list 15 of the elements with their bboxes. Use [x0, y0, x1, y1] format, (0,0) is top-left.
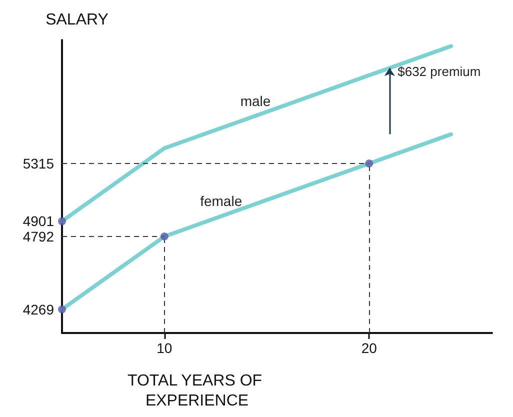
point [58, 305, 66, 314]
y-tick-label: 4901 [22, 213, 54, 230]
point [365, 159, 374, 168]
series-label: male [240, 92, 271, 109]
y-tick-label: 4792 [22, 228, 54, 244]
x-tick-label: 10 [156, 340, 172, 356]
x-axis-title: TOTAL YEARS OF EXPERIENCE [128, 372, 266, 410]
annotation: $632 premium [398, 64, 481, 80]
x-tick-label: 20 [361, 340, 378, 356]
y-tick-label: 4269 [22, 301, 54, 318]
series-label: female [200, 193, 242, 210]
point [58, 217, 66, 226]
y-axis-title: SALARY [46, 12, 109, 28]
point [160, 232, 168, 240]
y-tick-label: 5315 [22, 155, 54, 172]
